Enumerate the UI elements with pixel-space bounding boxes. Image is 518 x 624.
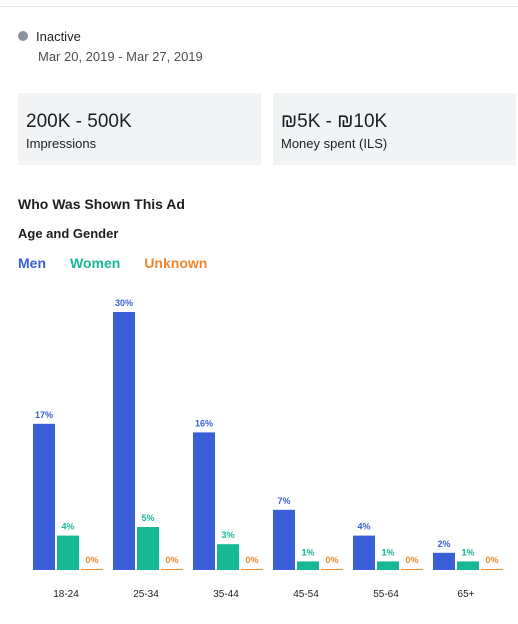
legend-men[interactable]: Men — [18, 255, 46, 271]
x-tick-label-35-44: 35-44 — [213, 589, 239, 600]
x-tick-label-65+: 65+ — [458, 589, 475, 600]
bar-women-55-64[interactable] — [377, 561, 399, 570]
status-row: Inactive — [18, 28, 81, 44]
data-label-women-25-34: 5% — [141, 513, 154, 523]
status-dot-icon — [18, 31, 28, 41]
bar-unknown-35-44[interactable] — [241, 569, 263, 570]
data-label-women-55-64: 1% — [381, 547, 394, 557]
bar-men-18-24[interactable] — [33, 423, 55, 570]
bar-men-55-64[interactable] — [353, 535, 375, 570]
data-label-unknown-55-64: 0% — [405, 555, 418, 565]
x-tick-label-18-24: 18-24 — [53, 589, 79, 600]
bar-unknown-45-54[interactable] — [321, 569, 343, 570]
data-label-women-35-44: 3% — [221, 530, 234, 540]
status-label: Inactive — [36, 28, 81, 44]
age-gender-bar-chart: 17% 4% 0% 18-24 30% 5% 0% 25-34 16% 3% 0% 35-44 7% 1%… — [33, 298, 503, 600]
bar-women-18-24[interactable] — [57, 535, 79, 570]
legend-unknown[interactable]: Unknown — [144, 255, 208, 271]
section-title: Who Was Shown This Ad — [18, 196, 185, 212]
data-label-unknown-35-44: 0% — [245, 555, 258, 565]
bar-unknown-65+[interactable] — [481, 569, 503, 570]
data-label-unknown-65+: 0% — [485, 555, 498, 565]
data-label-men-18-24: 17% — [35, 410, 53, 420]
bar-women-45-54[interactable] — [297, 561, 319, 570]
impressions-card: 200K - 500K Impressions — [18, 93, 261, 165]
money-spent-value: ₪5K - ₪10K — [281, 111, 388, 132]
age-gender-title: Age and Gender — [18, 226, 119, 241]
chart-legend: Men Women Unknown — [18, 255, 231, 271]
x-tick-label-25-34: 25-34 — [133, 589, 159, 600]
data-label-women-65+: 1% — [461, 547, 474, 557]
legend-women[interactable]: Women — [70, 255, 121, 271]
bar-women-35-44[interactable] — [217, 544, 239, 570]
bar-unknown-55-64[interactable] — [401, 569, 423, 570]
money-spent-card: ₪5K - ₪10K Money spent (ILS) — [273, 93, 516, 165]
bar-men-25-34[interactable] — [113, 312, 135, 570]
top-divider — [0, 6, 518, 7]
bar-women-65+[interactable] — [457, 561, 479, 570]
bar-unknown-18-24[interactable] — [81, 569, 103, 570]
data-label-men-25-34: 30% — [115, 298, 133, 308]
date-range: Mar 20, 2019 - Mar 27, 2019 — [38, 49, 203, 64]
bar-women-25-34[interactable] — [137, 527, 159, 570]
bar-men-35-44[interactable] — [193, 432, 215, 570]
data-label-women-45-54: 1% — [301, 547, 314, 557]
impressions-label: Impressions — [26, 136, 97, 151]
data-label-unknown-45-54: 0% — [325, 555, 338, 565]
money-spent-label: Money spent (ILS) — [281, 136, 388, 151]
x-tick-label-55-64: 55-64 — [373, 589, 399, 600]
data-label-unknown-18-24: 0% — [85, 555, 98, 565]
x-tick-label-45-54: 45-54 — [293, 589, 319, 600]
bar-men-65+[interactable] — [433, 552, 455, 570]
data-label-unknown-25-34: 0% — [165, 555, 178, 565]
impressions-value: 200K - 500K — [26, 111, 132, 132]
data-label-men-65+: 2% — [437, 539, 450, 549]
data-label-men-55-64: 4% — [357, 522, 370, 532]
data-label-women-18-24: 4% — [61, 522, 74, 532]
data-label-men-35-44: 16% — [195, 418, 213, 428]
data-label-men-45-54: 7% — [277, 496, 290, 506]
bar-unknown-25-34[interactable] — [161, 569, 183, 570]
bar-men-45-54[interactable] — [273, 509, 295, 570]
